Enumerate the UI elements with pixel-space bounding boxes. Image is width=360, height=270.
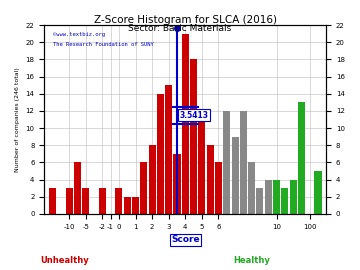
Y-axis label: Number of companies (246 total): Number of companies (246 total) bbox=[15, 67, 20, 172]
Bar bbox=[223, 111, 230, 214]
Bar bbox=[298, 102, 305, 214]
Bar bbox=[314, 171, 321, 214]
Bar bbox=[116, 188, 122, 214]
Bar bbox=[66, 188, 73, 214]
Bar bbox=[132, 197, 139, 214]
Bar bbox=[149, 145, 156, 214]
Bar bbox=[49, 188, 56, 214]
Bar bbox=[281, 188, 288, 214]
Bar bbox=[157, 94, 164, 214]
Bar bbox=[182, 33, 189, 214]
Bar bbox=[165, 85, 172, 214]
Bar bbox=[174, 154, 180, 214]
Bar bbox=[82, 188, 89, 214]
Text: Healthy: Healthy bbox=[234, 256, 270, 265]
X-axis label: Score: Score bbox=[171, 235, 199, 244]
Bar bbox=[215, 162, 222, 214]
Bar bbox=[140, 162, 147, 214]
Bar bbox=[124, 197, 131, 214]
Text: 3.5413: 3.5413 bbox=[180, 111, 208, 120]
Bar bbox=[99, 188, 106, 214]
Bar bbox=[265, 180, 272, 214]
Bar bbox=[240, 111, 247, 214]
Bar bbox=[289, 180, 297, 214]
Bar bbox=[207, 145, 214, 214]
Bar bbox=[248, 162, 255, 214]
Bar bbox=[273, 180, 280, 214]
Text: ©www.textbiz.org: ©www.textbiz.org bbox=[53, 32, 104, 37]
Bar bbox=[198, 119, 206, 214]
Bar bbox=[256, 188, 264, 214]
Text: Unhealthy: Unhealthy bbox=[40, 256, 89, 265]
Text: The Research Foundation of SUNY: The Research Foundation of SUNY bbox=[53, 42, 153, 47]
Title: Z-Score Histogram for SLCA (2016): Z-Score Histogram for SLCA (2016) bbox=[94, 15, 277, 25]
Text: Sector: Basic Materials: Sector: Basic Materials bbox=[129, 24, 231, 33]
Bar bbox=[231, 137, 239, 214]
Bar bbox=[74, 162, 81, 214]
Bar bbox=[190, 59, 197, 214]
